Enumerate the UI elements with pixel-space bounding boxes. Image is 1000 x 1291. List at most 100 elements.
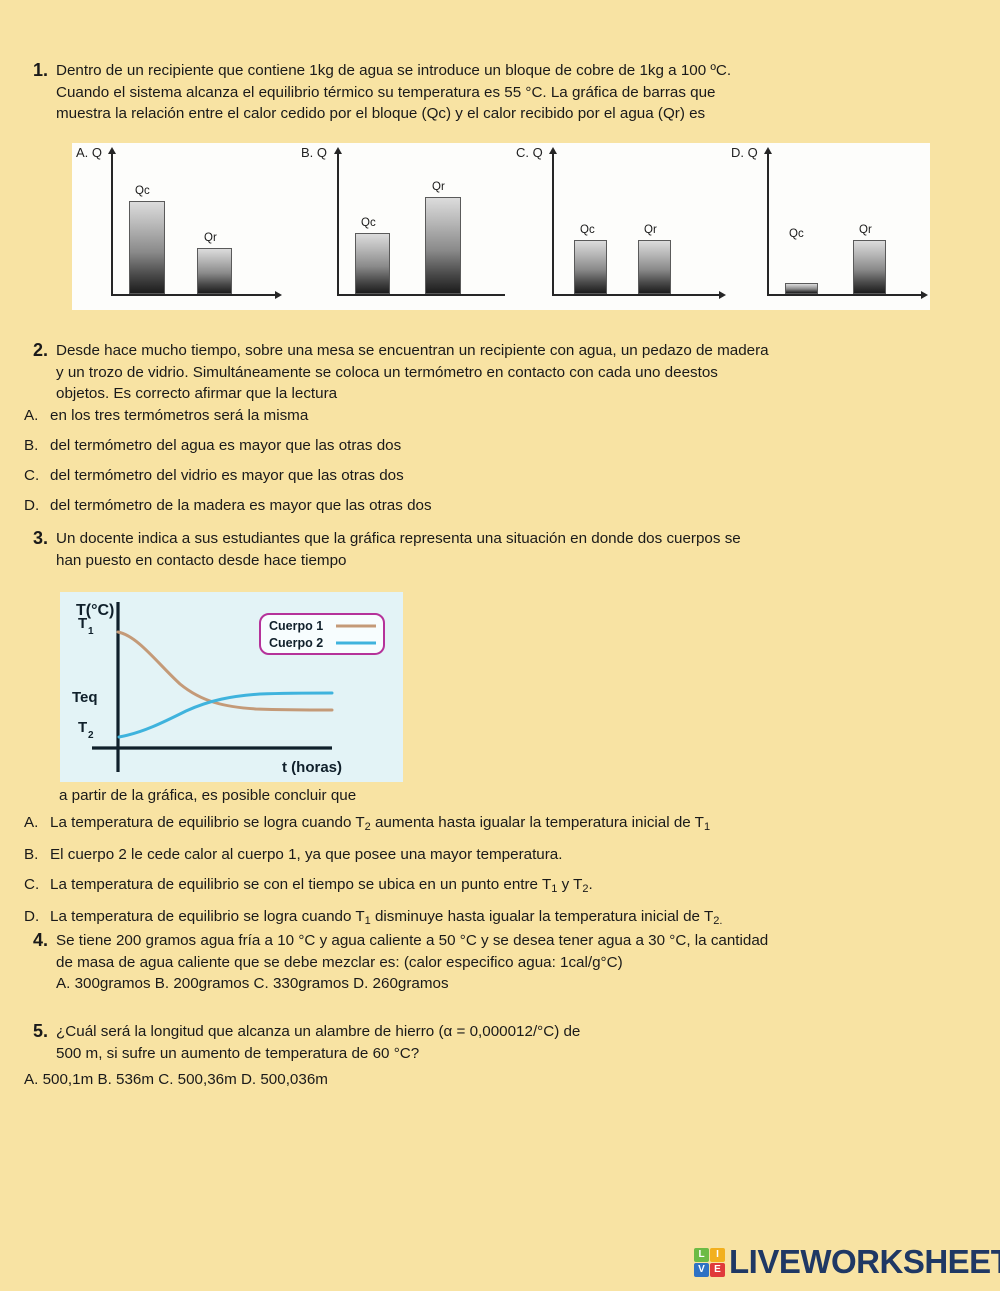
question-1-line-1: Dentro de un recipiente que contiene 1kg… — [56, 62, 732, 79]
barchart-option-c: C. Q Qc Qr — [512, 143, 727, 310]
question-2: 2. Desde hace mucho tiempo, sobre una me… — [26, 340, 976, 405]
question-2-option-c-letter: C. — [24, 467, 40, 484]
question-2-option-a[interactable]: A. en los tres termómetros será la misma — [24, 405, 432, 427]
question-1-line-3: muestra la relación entre el calor cedid… — [56, 105, 706, 122]
question-2-option-d-letter: D. — [24, 497, 40, 514]
logo-tile-i: I — [710, 1247, 725, 1262]
question-4-line-1: Se tiene 200 gramos agua fría a 10 °C y … — [56, 932, 769, 949]
barchart-b-bar-qr-label: Qr — [432, 181, 445, 193]
barchart-b-label: B. Q — [301, 145, 328, 160]
question-3-text: Un docente indica a sus estudiantes que … — [56, 528, 976, 571]
question-4-options-inline[interactable]: A. 300gramos B. 200gramos C. 330gramos D… — [56, 975, 449, 992]
logo-tile-l: L — [694, 1247, 709, 1262]
barchart-b-y-axis — [337, 153, 339, 295]
barchart-b-bar-qr — [425, 197, 461, 294]
barchart-d-bar-qc-label: Qc — [789, 228, 804, 240]
question-4-number: 4. — [32, 930, 48, 950]
question-3-option-d-letter: D. — [24, 908, 40, 925]
barchart-c-bar-qc-label: Qc — [580, 224, 595, 236]
barchart-d-bar-qr-label: Qr — [859, 224, 872, 236]
question-3-option-a[interactable]: A. La temperatura de equilibrio se logra… — [24, 812, 722, 836]
barchart-a-bar-qr-label: Qr — [204, 232, 217, 244]
question-5-text: ¿Cuál será la longitud que alcanza un al… — [56, 1021, 976, 1064]
question-3-option-b-text: El cuerpo 2 le cede calor al cuerpo 1, y… — [50, 846, 563, 863]
liveworksheets-logo: L I V E LIVEWORKSHEETS — [694, 1243, 1000, 1281]
barchart-a-bar-qc-label: Qc — [135, 185, 150, 197]
barchart-d-y-axis — [767, 153, 769, 295]
barchart-a-x-axis — [111, 294, 276, 296]
graph-legend-label-2: Cuerpo 2 — [269, 636, 323, 650]
barchart-a-x-arrow-icon — [275, 291, 282, 299]
question-3-leadin: a partir de la gráfica, es posible concl… — [59, 787, 357, 804]
question-2-line-3: objetos. Es correcto afirmar que la lect… — [56, 385, 338, 402]
question-2-option-b-text: del termómetro del agua es mayor que las… — [50, 437, 402, 454]
barchart-c-bar-qr-label: Qr — [644, 224, 657, 236]
question-2-line-1: Desde hace mucho tiempo, sobre una mesa … — [56, 342, 769, 359]
question-4: 4. Se tiene 200 gramos agua fría a 10 °C… — [26, 930, 976, 995]
barchart-option-d: D. Q Qc Qr — [727, 143, 930, 310]
question-3-options: A. La temperatura de equilibrio se logra… — [24, 812, 722, 938]
barchart-a-y-arrow-icon — [108, 147, 116, 154]
question-3-option-d[interactable]: D. La temperatura de equilibrio se logra… — [24, 906, 722, 930]
question-3-line-2: han puesto en contacto desde hace tiempo — [56, 551, 347, 569]
liveworksheets-logo-tiles: L I V E — [694, 1247, 725, 1277]
barchart-b-y-arrow-icon — [334, 147, 342, 154]
barchart-d-x-arrow-icon — [921, 291, 928, 299]
barchart-c-bar-qr — [638, 240, 671, 294]
question-2-option-b-letter: B. — [24, 437, 39, 454]
barchart-c-bar-qc — [574, 240, 607, 294]
question-3-line-1: Un docente indica a sus estudiantes que … — [56, 530, 741, 547]
barchart-b-bar-qc — [355, 233, 390, 294]
barchart-a-bar-qr — [197, 248, 232, 294]
graph-legend: Cuerpo 1 Cuerpo 2 — [259, 613, 385, 655]
barchart-d-label: D. Q — [731, 145, 758, 160]
question-2-option-c[interactable]: C. del termómetro del vidrio es mayor qu… — [24, 465, 432, 487]
question-5: 5. ¿Cuál será la longitud que alcanza un… — [26, 1021, 976, 1064]
question-1-line-2: Cuando el sistema alcanza el equilibrio … — [56, 83, 716, 101]
question-2-option-a-letter: A. — [24, 407, 39, 424]
question-2-options: A. en los tres termómetros será la misma… — [24, 405, 432, 525]
barchart-d-bar-qc — [785, 283, 818, 294]
question-3-option-d-text: La temperatura de equilibrio se logra cu… — [50, 908, 723, 927]
logo-tile-e: E — [710, 1262, 725, 1277]
question-3-option-c[interactable]: C. La temperatura de equilibrio se con e… — [24, 874, 722, 898]
graph-legend-label-1: Cuerpo 1 — [269, 619, 323, 633]
barchart-d-bar-qr — [853, 240, 886, 294]
barchart-c-y-arrow-icon — [549, 147, 557, 154]
graph-axis-title-x: t (horas) — [282, 759, 342, 776]
question-2-text: Desde hace mucho tiempo, sobre una mesa … — [56, 340, 976, 405]
graph-series-cuerpo-2 — [117, 691, 334, 739]
question-3-option-c-text: La temperatura de equilibrio se con el t… — [50, 876, 593, 895]
question-2-number: 2. — [32, 340, 48, 360]
barchart-a-label: A. Q — [76, 145, 103, 160]
barchart-a-bar-qc — [129, 201, 165, 294]
barchart-c-y-axis — [552, 153, 554, 295]
question-2-option-b[interactable]: B. del termómetro del agua es mayor que … — [24, 435, 432, 457]
liveworksheets-wordmark: LIVEWORKSHEETS — [729, 1243, 1000, 1280]
graph-ylabel-t1-sub: 1 — [88, 626, 94, 637]
graph-ylabel-t2-sub: 2 — [88, 730, 94, 741]
question-5-line-2: 500 m, si sufre un aumento de temperatur… — [56, 1044, 420, 1062]
question-5-options-inline[interactable]: A. 500,1m B. 536m C. 500,36m D. 500,036m — [24, 1071, 328, 1088]
question-2-option-d-text: del termómetro de la madera es mayor que… — [50, 497, 432, 514]
question-1-barchart-image: A. Q Qc Qr B. Q Qc Qr C. Q — [72, 143, 930, 310]
temperature-graph-svg: T 1 Teq T 2 T(°C) t (horas) Cuerpo 1 Cue… — [60, 592, 403, 782]
question-3: 3. Un docente indica a sus estudiantes q… — [26, 528, 976, 571]
question-2-line-2: y un trozo de vidrio. Simultáneamente se… — [56, 363, 718, 381]
question-2-option-c-text: del termómetro del vidrio es mayor que l… — [50, 467, 404, 484]
barchart-b-x-axis — [337, 294, 505, 296]
graph-ylabel-t2: T — [78, 719, 87, 736]
graph-axis-title-y: T(°C) — [76, 602, 114, 619]
barchart-a-y-axis — [111, 153, 113, 295]
question-2-option-d[interactable]: D. del termómetro de la madera es mayor … — [24, 495, 432, 517]
barchart-option-a: A. Q Qc Qr — [72, 143, 297, 310]
question-4-line-2: de masa de agua caliente que se debe mez… — [56, 953, 623, 971]
question-3-option-a-text: La temperatura de equilibrio se logra cu… — [50, 814, 711, 833]
question-3-number: 3. — [32, 528, 48, 548]
barchart-b-bar-qc-label: Qc — [361, 217, 376, 229]
graph-ylabel-teq: Teq — [72, 689, 98, 706]
question-2-option-a-text: en los tres termómetros será la misma — [50, 407, 309, 424]
question-3-option-b[interactable]: B. El cuerpo 2 le cede calor al cuerpo 1… — [24, 844, 722, 866]
question-1-text: Dentro de un recipiente que contiene 1kg… — [56, 60, 966, 125]
question-5-line-1: ¿Cuál será la longitud que alcanza un al… — [56, 1023, 581, 1040]
